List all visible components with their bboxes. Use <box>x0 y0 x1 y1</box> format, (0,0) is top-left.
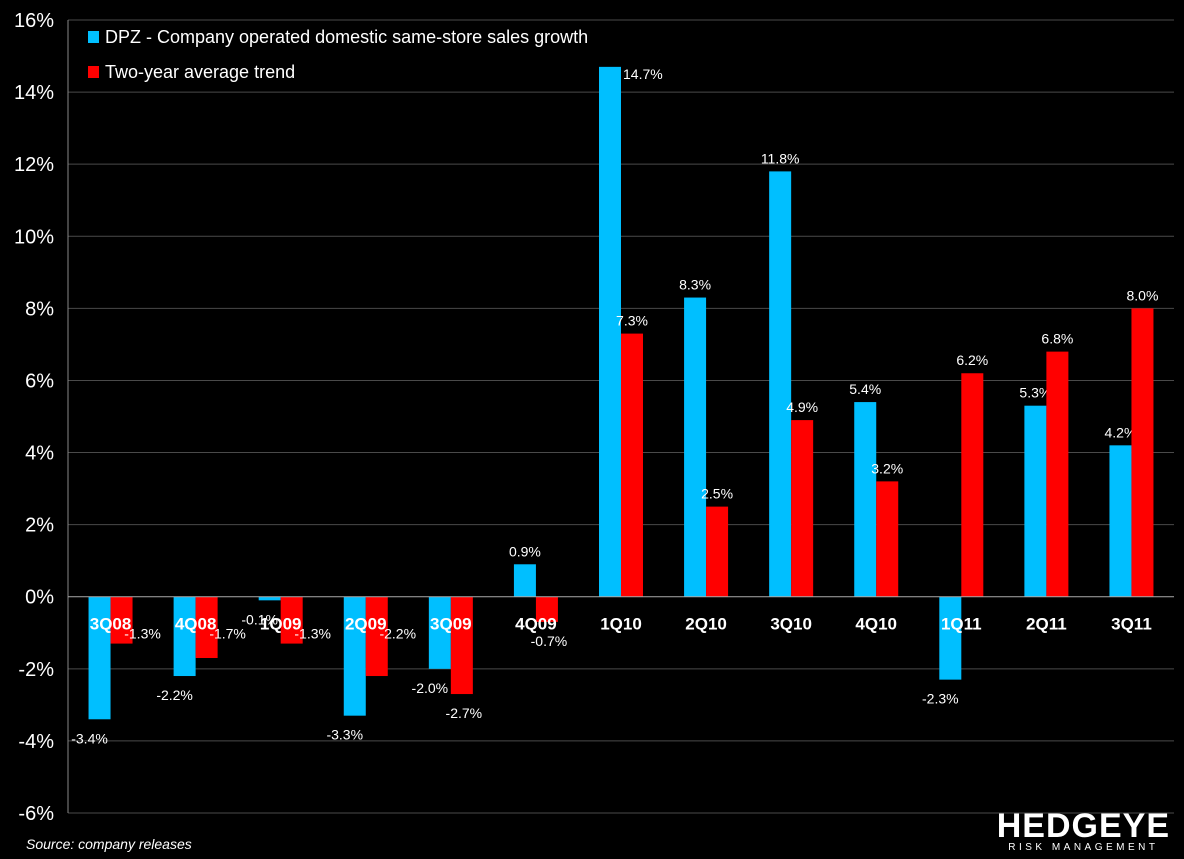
y-tick-label: -4% <box>18 731 54 753</box>
data-label: -2.0% <box>412 680 449 696</box>
x-tick-label: 1Q11 <box>941 615 982 634</box>
bar-two-year-avg <box>535 596 558 622</box>
data-label: 8.3% <box>679 277 711 293</box>
data-label: -3.4% <box>71 730 108 746</box>
hedgeye-logo: HEDGEYE RISK MANAGEMENT <box>996 807 1170 854</box>
bar-two-year-avg <box>195 596 218 659</box>
bar-two-year-avg <box>110 596 133 644</box>
bar-sss-growth <box>258 596 281 601</box>
data-label: 6.2% <box>956 352 988 368</box>
bar-sss-growth <box>343 596 366 716</box>
data-label: -1.3% <box>294 626 331 642</box>
data-label: -1.7% <box>209 626 246 642</box>
data-label: 3.2% <box>871 460 903 476</box>
bar-two-year-avg <box>706 506 729 597</box>
bar-two-year-avg <box>791 420 814 597</box>
data-label: 4.2% <box>1105 424 1137 440</box>
data-label: -0.1% <box>241 611 278 627</box>
x-tick-label: 4Q08 <box>175 615 217 634</box>
data-label: 0.9% <box>509 543 541 559</box>
bar-two-year-avg <box>621 333 643 597</box>
data-label: 5.4% <box>849 381 881 397</box>
data-label: -3.3% <box>326 727 363 743</box>
data-label: -0.7% <box>531 633 568 649</box>
x-tick-label: 3Q08 <box>90 615 132 634</box>
x-tick-label: 3Q11 <box>1111 615 1152 634</box>
data-label: 6.8% <box>1041 331 1073 347</box>
y-tick-label: 12% <box>14 154 54 176</box>
data-label: -1.3% <box>124 626 161 642</box>
data-label: -2.3% <box>922 691 959 707</box>
logo-sub-text: RISK MANAGEMENT <box>1008 842 1159 853</box>
y-tick-label: -2% <box>18 659 54 681</box>
y-tick-label: 16% <box>14 10 54 32</box>
x-tick-label: 2Q11 <box>1026 615 1067 634</box>
data-label: -2.2% <box>156 687 193 703</box>
y-tick-label: 2% <box>25 515 54 537</box>
y-tick-label: -6% <box>18 803 54 825</box>
data-label: -2.2% <box>379 626 416 642</box>
bar-sss-growth <box>684 297 707 597</box>
x-tick-label: 2Q09 <box>345 615 387 634</box>
y-tick-label: 14% <box>14 82 54 104</box>
data-label: 8.0% <box>1127 287 1159 303</box>
x-tick-label: 4Q09 <box>515 615 557 634</box>
legend-swatch <box>88 66 99 78</box>
x-tick-label: 3Q10 <box>770 615 812 634</box>
bar-sss-growth <box>513 564 536 597</box>
data-label: 7.3% <box>616 313 648 329</box>
data-label: 14.7% <box>623 66 663 82</box>
source-note: Source: company releases <box>26 836 192 852</box>
y-tick-label: 4% <box>25 443 54 465</box>
data-label: 11.8% <box>761 150 800 166</box>
bar-sss-growth <box>1109 445 1132 597</box>
data-label: 5.3% <box>1019 385 1051 401</box>
y-tick-label: 8% <box>25 298 54 320</box>
bar-two-year-avg <box>961 373 984 597</box>
bar-sss-growth <box>428 596 451 669</box>
x-tick-label: 1Q10 <box>600 615 642 634</box>
bar-sss-growth <box>173 596 196 677</box>
logo-main-text: HEDGEYE <box>996 807 1170 845</box>
bar-two-year-avg <box>876 481 899 597</box>
y-tick-label: 10% <box>14 226 54 248</box>
bar-two-year-avg <box>365 596 388 677</box>
x-tick-label: 1Q09 <box>260 615 302 634</box>
x-tick-label: 3Q09 <box>430 615 472 634</box>
bar-sss-growth <box>769 171 792 597</box>
y-tick-label: 6% <box>25 370 54 392</box>
legend-label: DPZ - Company operated domestic same-sto… <box>105 27 588 47</box>
y-tick-label: 0% <box>25 587 54 609</box>
data-label: 4.9% <box>786 399 818 415</box>
data-label: 2.5% <box>701 486 733 502</box>
bar-sss-growth <box>939 596 962 680</box>
bar-two-year-avg <box>280 596 303 644</box>
data-label: -2.7% <box>446 705 483 721</box>
bar-sss-growth <box>854 402 877 597</box>
x-tick-label: 2Q10 <box>685 615 727 634</box>
bar-two-year-avg <box>1131 308 1154 597</box>
bar-sss-growth <box>1024 405 1047 597</box>
x-tick-label: 4Q10 <box>855 615 897 634</box>
bar-sss-growth <box>88 596 111 720</box>
legend-label: Two-year average trend <box>105 62 295 82</box>
legend-swatch <box>88 31 99 43</box>
bar-two-year-avg <box>450 596 473 695</box>
bar-sss-growth <box>599 66 621 597</box>
bar-two-year-avg <box>1046 351 1069 597</box>
